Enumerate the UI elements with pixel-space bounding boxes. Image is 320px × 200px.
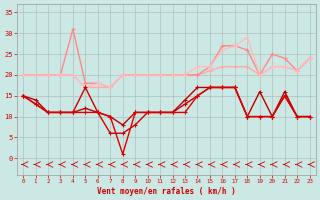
X-axis label: Vent moyen/en rafales ( km/h ): Vent moyen/en rafales ( km/h ) [97,187,236,196]
